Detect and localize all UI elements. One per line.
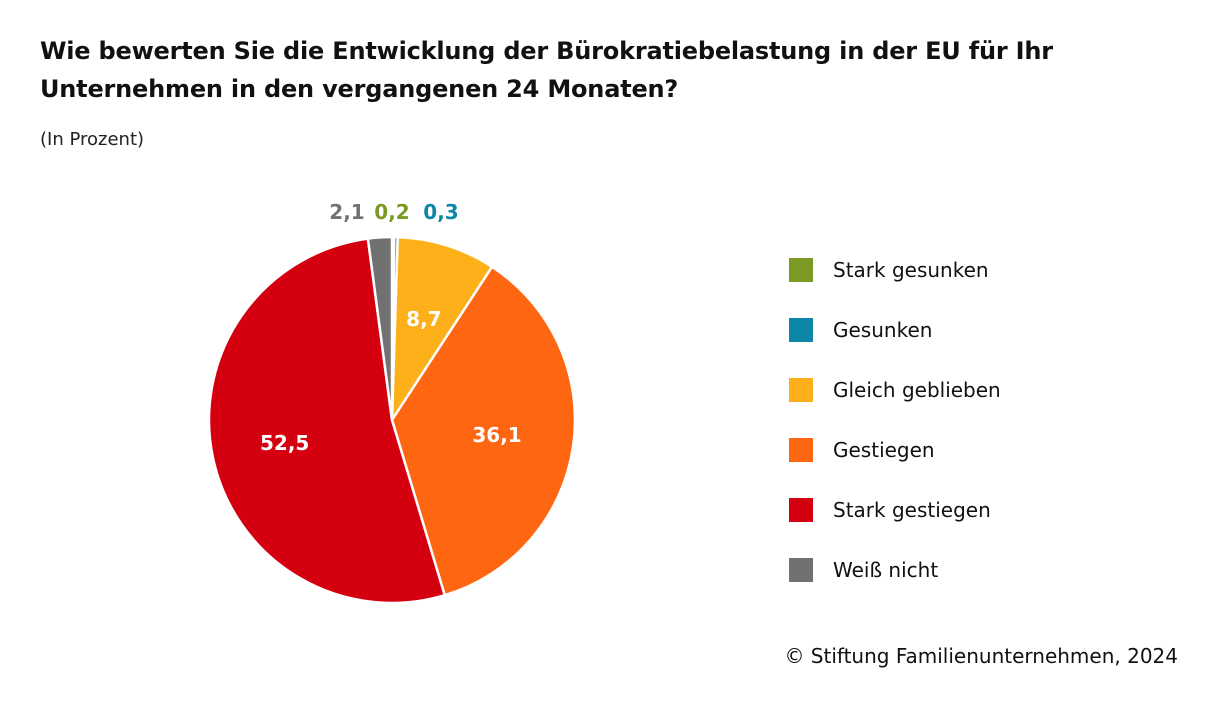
pie-slice-gestiegen — [390, 265, 577, 597]
legend-item-gesunken: Gesunken — [789, 317, 932, 343]
legend-label: Gesunken — [833, 318, 933, 342]
pie-slice-gleich-geblieben — [390, 235, 494, 422]
legend-item-weiss-nicht: Weiß nicht — [789, 557, 938, 583]
data-label-stark-gestiegen: 52,5 — [260, 431, 309, 455]
copyright-footer: © Stiftung Familienunternehmen, 2024 — [784, 644, 1178, 668]
legend-swatch — [789, 258, 813, 282]
legend-item-stark-gestiegen: Stark gestiegen — [789, 497, 991, 523]
pie-chart: 8,7 36,1 52,5 2,1 0,2 0,3 — [207, 200, 577, 605]
legend-swatch — [789, 438, 813, 462]
chart-subtitle: (In Prozent) — [40, 129, 145, 150]
data-label-gleich-geblieben: 8,7 — [406, 307, 441, 331]
data-label-gestiegen: 36,1 — [472, 423, 521, 447]
legend-label: Stark gestiegen — [833, 498, 991, 522]
data-label-stark-gesunken: 0,2 — [374, 200, 409, 224]
pie-slice-stark-gestiegen — [207, 237, 447, 605]
data-label-weiss-nicht: 2,1 — [329, 200, 364, 224]
legend-swatch — [789, 378, 813, 402]
legend-item-gestiegen: Gestiegen — [789, 437, 935, 463]
legend-swatch — [789, 318, 813, 342]
chart-title: Wie bewerten Sie die Entwicklung der Bür… — [40, 37, 1053, 103]
legend-label: Gleich geblieben — [833, 378, 1001, 402]
legend-item-stark-gesunken: Stark gesunken — [789, 257, 989, 283]
pie-slice-weiss-nicht — [366, 235, 394, 422]
legend-swatch — [789, 498, 813, 522]
legend-label: Stark gesunken — [833, 258, 989, 282]
legend-label: Gestiegen — [833, 438, 935, 462]
data-label-gesunken: 0,3 — [423, 200, 458, 224]
legend-item-gleich-geblieben: Gleich geblieben — [789, 377, 1001, 403]
legend-swatch — [789, 558, 813, 582]
legend-label: Weiß nicht — [833, 558, 939, 582]
